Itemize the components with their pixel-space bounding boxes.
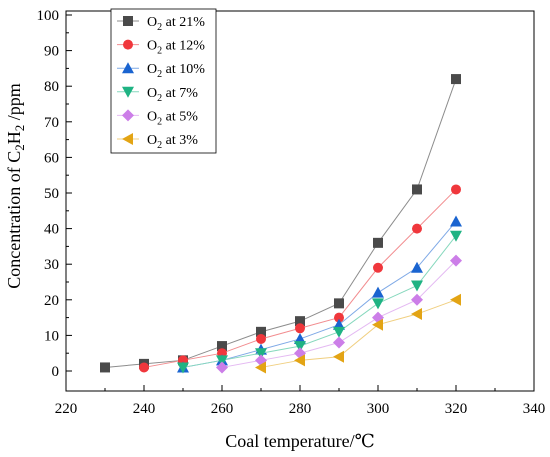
data-point <box>450 254 462 267</box>
series-line <box>182 221 457 368</box>
data-point <box>334 298 344 309</box>
y-tick-label: 70 <box>44 115 59 131</box>
data-point <box>255 361 266 374</box>
legend-label: O2 at 3% <box>147 133 198 151</box>
y-tick-label: 20 <box>44 293 59 309</box>
y-tick-label: 90 <box>44 44 59 60</box>
data-point <box>450 293 461 306</box>
data-point <box>294 354 305 367</box>
data-point <box>372 298 384 310</box>
legend-label: O2 at 5% <box>147 109 198 127</box>
data-point <box>334 312 344 323</box>
data-point <box>450 230 462 242</box>
x-tick-label: 320 <box>445 401 468 417</box>
data-point <box>412 223 422 234</box>
legend-items: O2 at 21% O2 at 12% O2 at 10% O2 at 7% O2 at… <box>117 15 205 151</box>
legend-entry: O2 at 5% <box>117 109 198 127</box>
data-point <box>411 280 423 292</box>
data-point <box>295 316 305 327</box>
legend-box <box>110 8 217 154</box>
legend-label: O2 at 10% <box>147 62 205 80</box>
data-point <box>177 362 189 374</box>
data-point <box>450 215 462 227</box>
data-point <box>255 348 267 360</box>
data-point <box>294 341 306 353</box>
legend-label: O2 at 12% <box>147 39 205 57</box>
x-tick-label: 300 <box>367 401 390 417</box>
data-point <box>216 361 228 374</box>
x-tick-label: 260 <box>211 401 234 417</box>
legend-entry: O2 at 3% <box>117 133 198 151</box>
legend-marker <box>122 86 134 98</box>
data-point <box>373 262 383 273</box>
legend-entry: O2 at 21% <box>117 15 205 33</box>
y-axis-ticks: 0 10 20 30 40 50 60 70 80 90 100 <box>37 8 72 380</box>
data-point <box>451 74 461 85</box>
x-tick-label: 220 <box>55 401 78 417</box>
data-point <box>333 336 345 349</box>
legend-entry: O2 at 7% <box>117 86 198 104</box>
data-point <box>295 323 305 334</box>
legend-marker <box>122 109 134 122</box>
x-axis-label: Coal temperature/℃ <box>225 431 375 451</box>
legend-marker <box>122 133 133 145</box>
y-tick-label: 40 <box>44 222 59 238</box>
y-tick-label: 0 <box>52 364 60 380</box>
x-tick-label: 280 <box>289 401 312 417</box>
y-tick-label: 50 <box>44 186 59 202</box>
data-point <box>333 350 344 363</box>
data-point <box>256 333 266 344</box>
y-tick-label: 60 <box>44 150 59 166</box>
legend-entry: O2 at 12% <box>117 39 205 57</box>
legend-entry: O2 at 10% <box>117 62 205 80</box>
legend-marker <box>122 62 134 74</box>
x-tick-label: 340 <box>523 401 546 417</box>
series-line <box>182 235 457 368</box>
x-axis-ticks: 220 240 260 280 300 320 340 <box>55 385 546 417</box>
series-layer <box>100 74 462 374</box>
data-point <box>372 318 383 331</box>
data-point <box>217 341 227 352</box>
y-tick-label: 10 <box>44 328 59 344</box>
data-point <box>411 261 423 273</box>
legend-label: O2 at 21% <box>147 15 205 33</box>
x-tick-label: 240 <box>133 401 156 417</box>
y-tick-label: 80 <box>44 79 59 95</box>
data-point <box>411 308 422 321</box>
data-point <box>256 326 266 337</box>
data-point <box>411 293 423 306</box>
data-point <box>333 326 345 338</box>
legend-marker <box>123 39 133 50</box>
series-line <box>260 299 457 368</box>
data-point <box>412 184 422 195</box>
series-line <box>104 78 457 368</box>
data-point <box>216 355 228 367</box>
data-point <box>373 237 383 248</box>
data-point <box>451 184 461 195</box>
data-point <box>139 362 149 373</box>
legend-marker <box>123 16 133 26</box>
series-6 <box>255 293 461 374</box>
y-tick-label: 100 <box>37 8 60 24</box>
y-axis-label: Concentration of C2H2 /ppm <box>4 83 27 289</box>
data-point <box>100 362 110 373</box>
legend: O2 at 21% O2 at 12% O2 at 10% O2 at 7% O2 at… <box>110 8 217 154</box>
legend-label: O2 at 7% <box>147 86 198 104</box>
series-2 <box>139 184 461 373</box>
series-4 <box>177 230 462 374</box>
data-point <box>372 286 384 298</box>
y-tick-label: 30 <box>44 257 59 273</box>
